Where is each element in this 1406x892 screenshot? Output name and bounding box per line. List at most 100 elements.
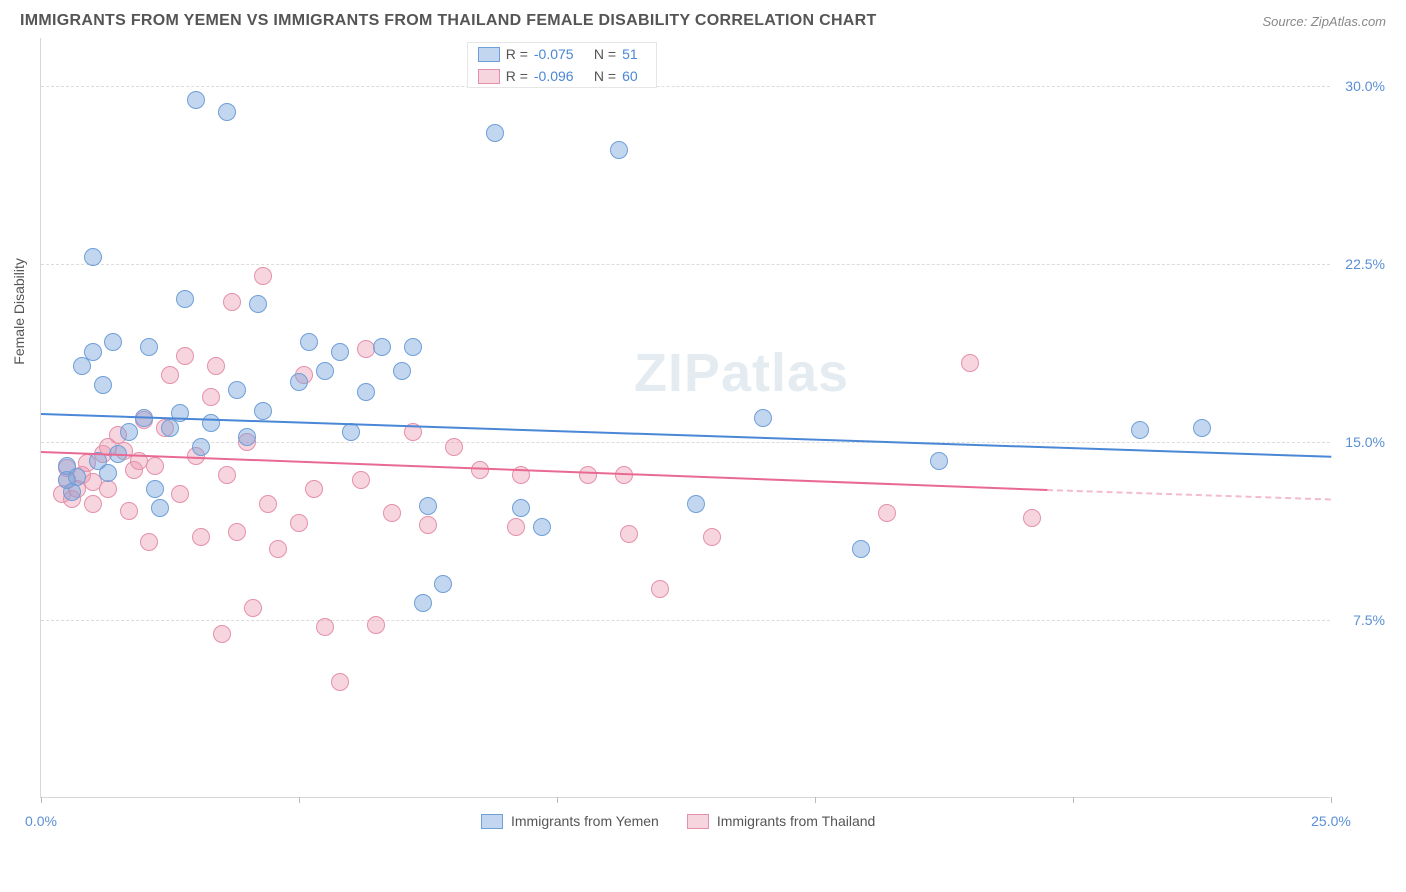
x-tick <box>1073 797 1074 803</box>
series1-point <box>373 338 391 356</box>
legend-n-label: N = <box>594 46 616 62</box>
series2-point <box>620 525 638 543</box>
series2-point <box>961 354 979 372</box>
series-legend-item: Immigrants from Yemen <box>481 813 659 829</box>
series2-point <box>383 504 401 522</box>
series1-point <box>228 381 246 399</box>
series2-point <box>259 495 277 513</box>
series2-point <box>171 485 189 503</box>
correlation-legend: R = -0.075 N = 51 R = -0.096 N = 60 <box>467 42 657 88</box>
series1-point <box>404 338 422 356</box>
series2-point <box>202 388 220 406</box>
series2-point <box>192 528 210 546</box>
series2-point <box>367 616 385 634</box>
series2-point <box>1023 509 1041 527</box>
series2-trendline-extrapolated <box>1047 489 1331 500</box>
x-tick-label: 0.0% <box>25 813 57 829</box>
series2-trendline <box>41 451 1047 491</box>
series2-point <box>331 673 349 691</box>
y-tick-label: 15.0% <box>1345 434 1385 450</box>
series1-point <box>687 495 705 513</box>
plot-area: Female Disability ZIPatlas 7.5%15.0%22.5… <box>40 38 1330 798</box>
series1-point <box>104 333 122 351</box>
correlation-legend-row: R = -0.096 N = 60 <box>468 65 656 87</box>
series1-point <box>357 383 375 401</box>
series1-point <box>852 540 870 558</box>
chart-container: Female Disability ZIPatlas 7.5%15.0%22.5… <box>20 38 1386 798</box>
series2-point <box>140 533 158 551</box>
series2-point <box>218 466 236 484</box>
series2-point <box>84 495 102 513</box>
series1-point <box>218 103 236 121</box>
series1-point <box>249 295 267 313</box>
series2-point <box>703 528 721 546</box>
series1-point <box>414 594 432 612</box>
y-tick-label: 7.5% <box>1353 612 1385 628</box>
series2-point <box>120 502 138 520</box>
watermark: ZIPatlas <box>634 342 849 404</box>
legend-swatch <box>478 47 500 62</box>
series1-point <box>176 290 194 308</box>
series1-point <box>300 333 318 351</box>
legend-r-value: -0.096 <box>534 68 588 84</box>
legend-swatch <box>478 69 500 84</box>
series2-point <box>290 514 308 532</box>
series2-point <box>471 461 489 479</box>
legend-swatch <box>687 814 709 829</box>
series2-point <box>445 438 463 456</box>
series2-point <box>176 347 194 365</box>
legend-n-value: 51 <box>622 46 646 62</box>
x-tick <box>1331 797 1332 803</box>
series2-point <box>878 504 896 522</box>
y-tick-label: 22.5% <box>1345 256 1385 272</box>
x-tick <box>815 797 816 803</box>
x-tick <box>557 797 558 803</box>
x-tick <box>41 797 42 803</box>
series-legend-label: Immigrants from Yemen <box>511 813 659 829</box>
series1-point <box>512 499 530 517</box>
series-legend: Immigrants from Yemen Immigrants from Tha… <box>481 813 875 829</box>
series2-point <box>579 466 597 484</box>
legend-n-value: 60 <box>622 68 646 84</box>
series1-point <box>1193 419 1211 437</box>
series1-point <box>187 91 205 109</box>
series1-point <box>290 373 308 391</box>
legend-r-value: -0.075 <box>534 46 588 62</box>
series2-point <box>146 457 164 475</box>
series1-point <box>202 414 220 432</box>
chart-title: IMMIGRANTS FROM YEMEN VS IMMIGRANTS FROM… <box>20 12 877 30</box>
series1-point <box>146 480 164 498</box>
series2-point <box>161 366 179 384</box>
series1-point <box>68 468 86 486</box>
series-legend-item: Immigrants from Thailand <box>687 813 875 829</box>
series-legend-label: Immigrants from Thailand <box>717 813 875 829</box>
series1-point <box>533 518 551 536</box>
series1-point <box>192 438 210 456</box>
source-attribution: Source: ZipAtlas.com <box>1262 14 1386 29</box>
series1-point <box>151 499 169 517</box>
series1-point <box>331 343 349 361</box>
series2-point <box>254 267 272 285</box>
series1-point <box>930 452 948 470</box>
series1-point <box>84 343 102 361</box>
series1-point <box>254 402 272 420</box>
x-tick-label: 25.0% <box>1311 813 1351 829</box>
series2-point <box>352 471 370 489</box>
series1-point <box>754 409 772 427</box>
series1-point <box>99 464 117 482</box>
legend-n-label: N = <box>594 68 616 84</box>
series2-point <box>305 480 323 498</box>
series2-point <box>651 580 669 598</box>
series1-point <box>84 248 102 266</box>
series1-point <box>94 376 112 394</box>
y-axis-label: Female Disability <box>11 258 27 365</box>
correlation-legend-row: R =-0.075N =51 <box>468 43 656 65</box>
series2-point <box>507 518 525 536</box>
legend-r-label: R = <box>506 68 528 84</box>
y-tick-label: 30.0% <box>1345 78 1385 94</box>
series1-point <box>1131 421 1149 439</box>
series1-point <box>140 338 158 356</box>
series1-point <box>120 423 138 441</box>
series2-point <box>228 523 246 541</box>
series2-point <box>213 625 231 643</box>
